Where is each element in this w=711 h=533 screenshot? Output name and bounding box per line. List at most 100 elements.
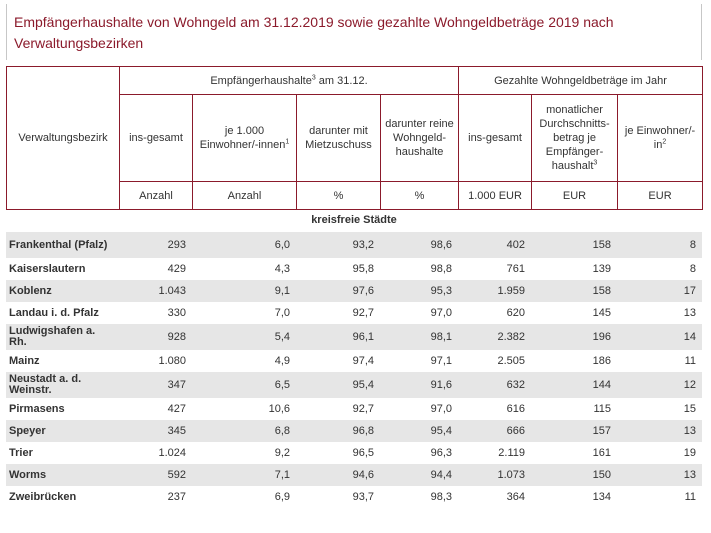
table-cell: 115: [593, 402, 611, 415]
table-cell: 93,2: [296, 232, 380, 258]
table-cell: 427: [167, 402, 186, 415]
table-cell: 96,5: [352, 446, 374, 459]
table-cell: 10,6: [268, 402, 290, 415]
unit-cell: EUR: [617, 181, 704, 210]
header-group-payments: Gezahlte Wohngeldbeträge im Jahr: [458, 66, 704, 95]
header-per-capita: je Einwohner/-in2: [617, 94, 704, 182]
table-cell: 19: [683, 446, 696, 459]
table-cell: 1.024: [158, 446, 186, 459]
table-cell: 345: [119, 420, 192, 442]
district-name: Ludwigshafen a. Rh.: [6, 324, 119, 350]
district-name: Trier: [9, 446, 33, 459]
table-cell: 6,0: [192, 232, 296, 258]
table-cell: 98,8: [430, 262, 452, 275]
table-cell: 666: [458, 420, 531, 442]
unit-cell: Anzahl: [119, 181, 193, 210]
table-cell: 13: [683, 306, 696, 319]
table-cell: 1.080: [158, 354, 186, 367]
table-cell: 96,3: [430, 446, 452, 459]
table-header: Verwaltungsbezirk Empfängerhaushalte3 am…: [6, 66, 704, 210]
table-row: Frankenthal (Pfalz) 293 6,0 93,2 98,6 402 158 8: [6, 232, 702, 258]
table-cell: 91,6: [380, 372, 458, 398]
table-cell: 97,0: [430, 402, 452, 415]
table-row: Speyer 345 6,8 96,8 95,4 666 157 13: [6, 420, 702, 442]
table-cell: 8: [689, 262, 696, 275]
table-cell: 237: [167, 490, 186, 503]
table-row: Landau i. d. Pfalz 330 7,0 92,7 97,0 620 145 13: [6, 302, 702, 324]
table-row: Neustadt a. d. Weinstr. 347 6,5 95,4 91,6 632…: [6, 372, 702, 398]
table-cell: 161: [592, 446, 611, 459]
table-cell: 95,3: [380, 280, 458, 302]
table-cell: 95,8: [352, 262, 374, 275]
table-cell: 13: [617, 420, 702, 442]
table-cell: 11: [684, 490, 696, 503]
table-cell: 97,6: [296, 280, 380, 302]
table-cell: 1.073: [458, 464, 531, 486]
table-cell: 4,9: [274, 354, 290, 367]
table-cell: 620: [506, 306, 525, 319]
table-cell: 97,1: [430, 354, 452, 367]
table-cell: 429: [167, 262, 186, 275]
table-cell: 347: [119, 372, 192, 398]
header-pure-households: darunter reine Wohngeld-haushalte: [379, 94, 460, 182]
table-cell: 616: [506, 402, 525, 415]
table-cell: 2.505: [497, 354, 525, 367]
table-cell: 15: [683, 402, 696, 415]
unit-cell: %: [296, 181, 381, 210]
table-row: Ludwigshafen a. Rh. 928 5,4 96,1 98,1 2.382 19…: [6, 324, 702, 350]
table-cell: 2.382: [458, 324, 531, 350]
table-cell: 2.119: [498, 446, 525, 459]
district-name: Kaiserslautern: [9, 262, 86, 275]
table-cell: 158: [531, 232, 617, 258]
unit-cell: Anzahl: [192, 181, 297, 210]
table-cell: 158: [531, 280, 617, 302]
table-cell: 761: [506, 262, 525, 275]
table-cell: 95,4: [380, 420, 458, 442]
table-cell: 632: [458, 372, 531, 398]
table-cell: 8: [617, 232, 702, 258]
header-total-households: ins-gesamt: [119, 94, 193, 182]
table-cell: 97,4: [352, 354, 374, 367]
header-avg-monthly: monatlicher Durchschnitts-betrag je Empf…: [531, 94, 619, 182]
table-cell: 93,7: [352, 490, 374, 503]
district-name: Zweibrücken: [9, 490, 77, 503]
table-cell: 98,6: [380, 232, 458, 258]
table-row: Pirmasens 427 10,6 92,7 97,0 616 115 15: [6, 398, 702, 420]
table-cell: 5,4: [192, 324, 296, 350]
district-name: Pirmasens: [9, 402, 65, 415]
district-name: Koblenz: [6, 280, 119, 302]
table-cell: 928: [119, 324, 192, 350]
table-row: Mainz 1.080 4,9 97,4 97,1 2.505 186 11: [6, 350, 702, 372]
table-cell: 1.959: [458, 280, 531, 302]
table-cell: 186: [592, 354, 611, 367]
unit-cell: %: [379, 181, 460, 210]
unit-cell: 1.000 EUR: [458, 181, 533, 210]
unit-cell: EUR: [531, 181, 619, 210]
table-cell: 145: [592, 306, 611, 319]
table-cell: 11: [684, 354, 696, 367]
table-cell: 196: [531, 324, 617, 350]
table-cell: 134: [592, 490, 611, 503]
table-row: Trier 1.024 9,2 96,5 96,3 2.119 161 19: [6, 442, 702, 464]
table-cell: 402: [458, 232, 531, 258]
table-cell: 9,1: [192, 280, 296, 302]
table-cell: 157: [531, 420, 617, 442]
district-name: Landau i. d. Pfalz: [9, 306, 99, 319]
table-cell: 364: [506, 490, 525, 503]
table-cell: 92,7: [352, 402, 374, 415]
table-cell: 13: [617, 464, 702, 486]
table-cell: 139: [592, 262, 611, 275]
table-cell: 7,1: [192, 464, 296, 486]
district-name: Mainz: [9, 354, 40, 367]
table-cell: 98,3: [430, 490, 452, 503]
table-cell: 12: [617, 372, 702, 398]
section-label: kreisfreie Städte: [311, 214, 397, 226]
table-cell: 293: [119, 232, 192, 258]
table-cell: 4,3: [274, 262, 290, 275]
table-cell: 9,2: [274, 446, 290, 459]
district-name: Frankenthal (Pfalz): [6, 232, 119, 258]
district-name: Neustadt a. d. Weinstr.: [6, 372, 119, 398]
table-cell: 96,1: [296, 324, 380, 350]
table-cell: 7,0: [274, 306, 290, 319]
header-group-households: Empfängerhaushalte3 am 31.12.: [118, 66, 460, 95]
